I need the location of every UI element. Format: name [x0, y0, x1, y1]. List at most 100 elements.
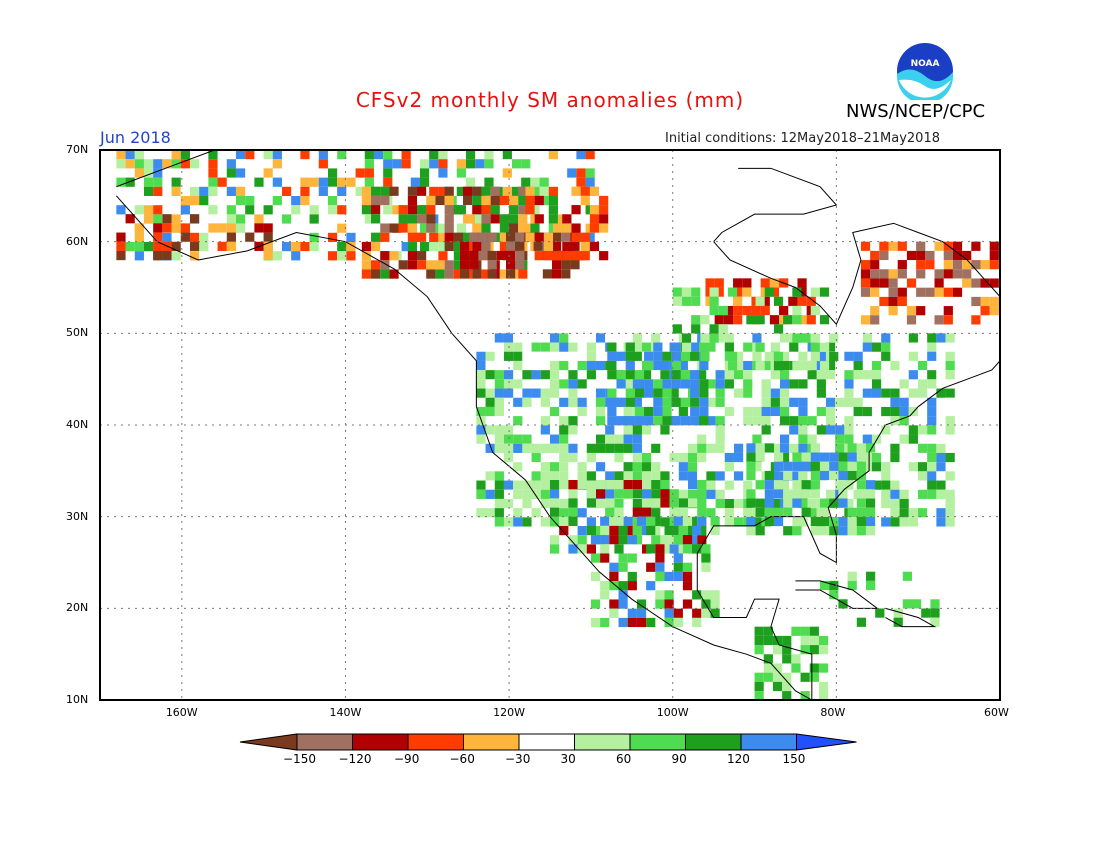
anomaly-cell	[226, 186, 236, 196]
anomaly-cell	[934, 241, 944, 251]
anomaly-cell	[625, 416, 635, 426]
anomaly-cell	[743, 360, 753, 371]
anomaly-cell	[540, 351, 550, 361]
anomaly-cell	[513, 416, 523, 426]
anomaly-cell	[134, 232, 144, 242]
anomaly-cell	[838, 599, 848, 609]
anomaly-cell	[337, 186, 347, 196]
anomaly-cell	[143, 214, 154, 224]
anomaly-cell	[355, 168, 365, 178]
anomaly-cell	[754, 626, 764, 636]
anomaly-cell	[589, 241, 600, 252]
anomaly-cell	[646, 581, 656, 591]
anomaly-cell	[189, 186, 200, 196]
anomaly-cell	[263, 250, 273, 261]
anomaly-cell	[419, 168, 430, 178]
anomaly-cell	[534, 195, 544, 206]
anomaly-cell	[755, 452, 765, 462]
anomaly-cell	[540, 406, 550, 417]
lat-label: 20N	[66, 601, 89, 615]
anomaly-cell	[687, 471, 698, 481]
anomaly-cell	[881, 406, 891, 417]
anomaly-cell	[595, 425, 606, 435]
anomaly-cell	[651, 333, 661, 343]
anomaly-cell	[226, 214, 236, 224]
anomaly-cell	[673, 553, 683, 563]
anomaly-cell	[481, 205, 491, 215]
anomaly-cell	[534, 251, 544, 261]
anomaly-cell	[371, 205, 381, 215]
anomaly-cell	[890, 434, 900, 444]
anomaly-cell	[543, 251, 554, 261]
anomaly-cell	[494, 397, 504, 407]
anomaly-cell	[530, 177, 540, 187]
anomaly-cell	[475, 159, 485, 169]
anomaly-cell	[678, 489, 688, 499]
anomaly-cell	[870, 269, 880, 279]
anomaly-cell	[890, 489, 900, 499]
anomaly-cell	[871, 480, 882, 490]
anomaly-cell	[724, 379, 734, 389]
anomaly-cell	[844, 434, 854, 444]
anomaly-cell	[651, 471, 661, 481]
anomaly-cell	[682, 562, 693, 572]
anomaly-cell	[798, 425, 808, 435]
anomaly-cell	[700, 333, 710, 343]
anomaly-cell	[755, 507, 765, 517]
colorbar-label: −30	[505, 752, 531, 766]
anomaly-cell	[478, 250, 488, 261]
anomaly-cell	[487, 269, 497, 279]
anomaly-cell	[134, 251, 144, 261]
anomaly-cell	[755, 443, 765, 453]
anomaly-cell	[254, 214, 264, 224]
anomaly-cell	[327, 232, 338, 242]
anomaly-cell	[371, 260, 381, 270]
anomaly-cell	[189, 196, 200, 206]
lon-label: 100W	[656, 706, 689, 719]
anomaly-cell	[801, 361, 811, 371]
anomaly-cell	[346, 242, 356, 252]
anomaly-cell	[392, 159, 402, 169]
anomaly-cell	[485, 388, 495, 398]
anomaly-cell	[727, 351, 738, 362]
anomaly-cell	[634, 388, 645, 398]
anomaly-cell	[309, 214, 319, 224]
anomaly-cell	[798, 498, 808, 509]
anomaly-cell	[208, 150, 218, 160]
anomaly-cell	[927, 452, 937, 463]
anomaly-cell	[559, 452, 569, 463]
anomaly-cell	[820, 580, 830, 591]
anomaly-cell	[945, 508, 955, 518]
anomaly-cell	[407, 260, 418, 270]
anomaly-cell	[853, 425, 863, 435]
anomaly-cell	[902, 571, 912, 581]
anomaly-cell	[829, 333, 839, 343]
anomaly-cell	[709, 287, 719, 297]
colorbar-segment	[518, 733, 575, 751]
anomaly-cell	[263, 223, 273, 233]
anomaly-cell	[559, 489, 569, 499]
anomaly-cell	[199, 232, 209, 242]
anomaly-cell	[925, 250, 935, 261]
anomaly-cell	[678, 443, 688, 453]
anomaly-cell	[153, 186, 163, 196]
anomaly-cell	[779, 379, 790, 389]
anomaly-cell	[389, 251, 399, 261]
anomaly-cell	[550, 544, 560, 554]
anomaly-cell	[754, 681, 764, 692]
anomaly-cell	[917, 462, 928, 472]
anomaly-cell	[829, 351, 839, 362]
anomaly-cell	[162, 159, 172, 169]
anomaly-cell	[134, 223, 144, 233]
anomaly-cell	[235, 159, 246, 169]
anomaly-cell	[680, 416, 691, 426]
anomaly-cell	[552, 241, 562, 251]
anomaly-cell	[171, 214, 181, 224]
anomaly-cell	[531, 370, 541, 380]
anomaly-cell	[550, 498, 560, 508]
anomaly-cell	[760, 278, 770, 288]
anomaly-cell	[521, 159, 531, 169]
anomaly-cell	[800, 635, 810, 646]
colorbar-arrow-left	[239, 733, 298, 751]
anomaly-cell	[472, 223, 482, 233]
